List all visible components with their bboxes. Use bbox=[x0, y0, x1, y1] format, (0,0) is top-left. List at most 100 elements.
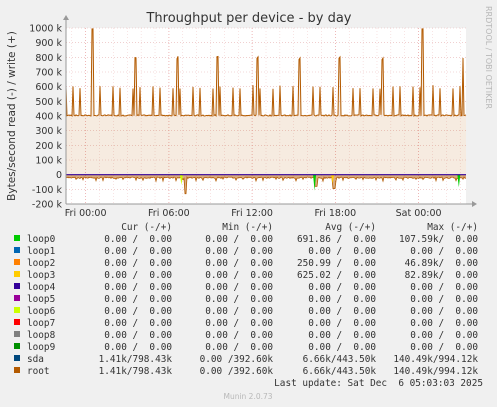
y-tick-label: 0 bbox=[56, 170, 62, 181]
legend-series-name: loop8 bbox=[27, 330, 56, 341]
legend-value-avg: 625.02 / 0.00 bbox=[297, 270, 376, 281]
legend-value-avg: 6.66k/443.50k bbox=[303, 354, 377, 365]
legend-value-min: 0.00 /392.60k bbox=[200, 366, 274, 377]
legend-value-cur: 1.41k/798.43k bbox=[99, 366, 173, 377]
legend-value-min: 0.00 / 0.00 bbox=[205, 342, 273, 353]
y-tick-label: -100 k bbox=[32, 185, 63, 196]
loop-read-spike bbox=[313, 174, 317, 191]
legend-value-avg: 0.00 / 0.00 bbox=[308, 306, 376, 317]
legend-series-name: loop7 bbox=[27, 318, 55, 329]
y-tick-label: 100 k bbox=[35, 156, 62, 167]
legend-swatch bbox=[14, 295, 20, 301]
y-tick-label: -200 k bbox=[32, 200, 63, 211]
chart-title: Throughput per device - by day bbox=[145, 11, 351, 26]
loop-read-spike bbox=[179, 174, 183, 185]
loop-read-spike bbox=[331, 174, 335, 184]
root-read-line bbox=[65, 176, 467, 195]
legend-series-name: loop4 bbox=[27, 282, 56, 293]
legend-value-max: 140.49k/994.12k bbox=[393, 366, 478, 377]
legend-value-max: 107.59k/ 0.00 bbox=[399, 234, 478, 245]
legend-value-avg: 0.00 / 0.00 bbox=[308, 246, 376, 257]
legend-series-name: loop9 bbox=[27, 342, 56, 353]
legend-series-name: root bbox=[27, 366, 50, 377]
root-write-line bbox=[65, 28, 467, 118]
legend-series-name: sda bbox=[27, 354, 44, 365]
legend-value-max: 140.49k/994.12k bbox=[393, 354, 478, 365]
y-tick-label: 700 k bbox=[35, 68, 62, 79]
y-axis-arrow bbox=[63, 15, 69, 20]
legend-swatch bbox=[14, 235, 20, 241]
legend-value-avg: 691.86 / 0.00 bbox=[297, 234, 376, 245]
legend: Cur (-/+) Min (-/+) Avg (-/+) Max (-/+) loop… bbox=[14, 222, 478, 377]
legend-value-cur: 0.00 / 0.00 bbox=[104, 282, 172, 293]
x-tick-label: Fri 00:00 bbox=[65, 208, 107, 219]
legend-value-min: 0.00 /392.60k bbox=[200, 354, 274, 365]
legend-value-min: 0.00 / 0.00 bbox=[205, 330, 273, 341]
legend-value-avg: 0.00 / 0.00 bbox=[308, 342, 376, 353]
legend-series-name: loop5 bbox=[27, 294, 55, 305]
legend-value-cur: 0.00 / 0.00 bbox=[104, 330, 172, 341]
y-tick-label: 400 k bbox=[35, 112, 62, 123]
legend-series-name: loop6 bbox=[27, 306, 56, 317]
rrdtool-credit: RRDTOOL / TOBI OETIKER bbox=[484, 6, 493, 109]
legend-value-avg: 0.00 / 0.00 bbox=[308, 330, 376, 341]
legend-column-header: Avg (-/+) bbox=[325, 222, 376, 233]
legend-value-max: 0.00 / 0.00 bbox=[410, 282, 478, 293]
legend-swatch bbox=[14, 259, 20, 265]
legend-value-cur: 0.00 / 0.00 bbox=[104, 306, 172, 317]
legend-swatch bbox=[14, 283, 20, 289]
series-layer bbox=[65, 28, 467, 195]
legend-value-cur: 0.00 / 0.00 bbox=[104, 246, 172, 257]
axis-layer: -200 k -100 k 0 100 k 200 k 300 k 400 k 500 k 60… bbox=[29, 15, 477, 219]
legend-value-cur: 0.00 / 0.00 bbox=[104, 318, 172, 329]
legend-series-name: loop2 bbox=[27, 258, 55, 269]
x-tick-label: Sat 00:00 bbox=[396, 208, 442, 219]
legend-value-cur: 0.00 / 0.00 bbox=[104, 342, 172, 353]
legend-value-min: 0.00 / 0.00 bbox=[205, 234, 273, 245]
legend-value-cur: 0.00 / 0.00 bbox=[104, 258, 172, 269]
legend-swatch bbox=[14, 367, 20, 373]
y-tick-label: 800 k bbox=[35, 53, 62, 64]
legend-column-header: Max (-/+) bbox=[427, 222, 478, 233]
x-tick-label: Fri 12:00 bbox=[231, 208, 273, 219]
legend-value-min: 0.00 / 0.00 bbox=[205, 258, 273, 269]
legend-value-max: 0.00 / 0.00 bbox=[410, 306, 478, 317]
legend-swatch bbox=[14, 331, 20, 337]
legend-value-max: 0.00 / 0.00 bbox=[410, 294, 478, 305]
legend-value-avg: 0.00 / 0.00 bbox=[308, 318, 376, 329]
y-tick-label: 1000 k bbox=[29, 24, 62, 35]
legend-swatch bbox=[14, 271, 20, 277]
legend-column-header: Cur (-/+) bbox=[121, 222, 172, 233]
legend-value-min: 0.00 / 0.00 bbox=[205, 318, 273, 329]
legend-value-max: 82.89k/ 0.00 bbox=[405, 270, 479, 281]
legend-series-name: loop1 bbox=[27, 246, 56, 257]
loop-read-spike bbox=[457, 174, 461, 188]
y-tick-label: 900 k bbox=[35, 38, 62, 49]
legend-value-min: 0.00 / 0.00 bbox=[205, 282, 273, 293]
legend-value-cur: 0.00 / 0.00 bbox=[104, 234, 172, 245]
legend-column-header: Min (-/+) bbox=[222, 222, 273, 233]
y-tick-label: 200 k bbox=[35, 141, 62, 152]
legend-value-max: 46.89k/ 0.00 bbox=[405, 258, 479, 269]
legend-value-min: 0.00 / 0.00 bbox=[205, 306, 273, 317]
legend-swatch bbox=[14, 247, 20, 253]
x-tick-label: Fri 06:00 bbox=[148, 208, 190, 219]
y-tick-label: 300 k bbox=[35, 126, 62, 137]
root-read-area bbox=[66, 174, 466, 194]
y-axis-label: Bytes/second read (-) / write (+) bbox=[6, 31, 18, 201]
legend-value-cur: 0.00 / 0.00 bbox=[104, 294, 172, 305]
y-tick-label: 500 k bbox=[35, 97, 62, 108]
x-axis-arrow bbox=[472, 201, 477, 207]
legend-value-max: 0.00 / 0.00 bbox=[410, 246, 478, 257]
legend-value-cur: 1.41k/798.43k bbox=[99, 354, 173, 365]
legend-value-avg: 250.99 / 0.00 bbox=[297, 258, 376, 269]
legend-value-avg: 0.00 / 0.00 bbox=[308, 294, 376, 305]
munin-version: Munin 2.0.73 bbox=[223, 392, 272, 401]
legend-swatch bbox=[14, 343, 20, 349]
legend-value-min: 0.00 / 0.00 bbox=[205, 294, 273, 305]
last-update-text: Last update: Sat Dec 6 05:03:03 2025 bbox=[274, 378, 483, 389]
root-write-area bbox=[66, 28, 466, 175]
legend-series-name: loop0 bbox=[27, 234, 56, 245]
legend-series-name: loop3 bbox=[27, 270, 55, 281]
